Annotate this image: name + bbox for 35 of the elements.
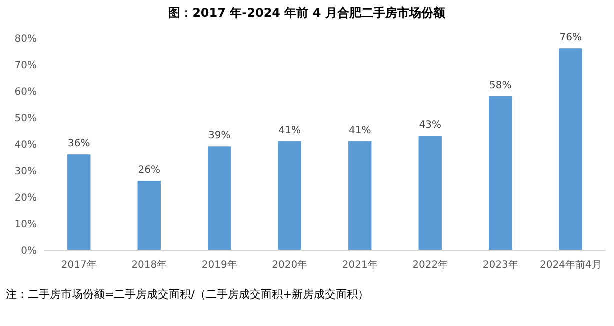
text: 注：二手房市场份额=二手房成交面积/（二手房成交面积+新房成交面积） [6,288,370,301]
y-tick-label: 50% [14,114,37,124]
data-label: 41% [278,125,301,136]
data-label: 39% [208,130,231,142]
data-label: 36% [68,138,90,150]
bar [489,96,512,250]
y-tick-label: 10% [14,220,37,230]
y-tick-label: 40% [14,140,37,151]
chart-title: 图：2017 年-2024 年前 4 月合肥二手房市场份额 [168,6,446,20]
x-tick-label: 2019年 [202,259,238,271]
x-tick-label: 2024年前4月 [540,259,602,271]
y-tick-label: 70% [14,60,37,72]
data-label: 58% [490,80,512,92]
x-tick-label: 2020年 [272,259,308,271]
bar [208,146,232,250]
x-tick-label: 2023年 [482,259,518,271]
bar [559,48,582,250]
y-tick-label: 60% [14,87,37,98]
y-tick-label: 0% [21,246,37,257]
y-tick-label: 80% [14,34,37,45]
y-tick-label: 20% [14,193,37,204]
y-tick-label: 30% [14,166,37,178]
bar [138,181,161,250]
x-tick-label: 2018年 [132,259,168,271]
bar [68,154,91,250]
bar [278,141,302,250]
data-label: 43% [419,120,442,132]
data-label: 76% [560,32,582,44]
x-tick-label: 2022年 [412,259,448,271]
bar [418,136,442,250]
data-label: 41% [349,125,372,136]
data-label: 26% [138,165,160,176]
x-tick-label: 2021年 [342,259,378,271]
x-tick-label: 2017年 [61,259,97,271]
bar [348,141,372,250]
